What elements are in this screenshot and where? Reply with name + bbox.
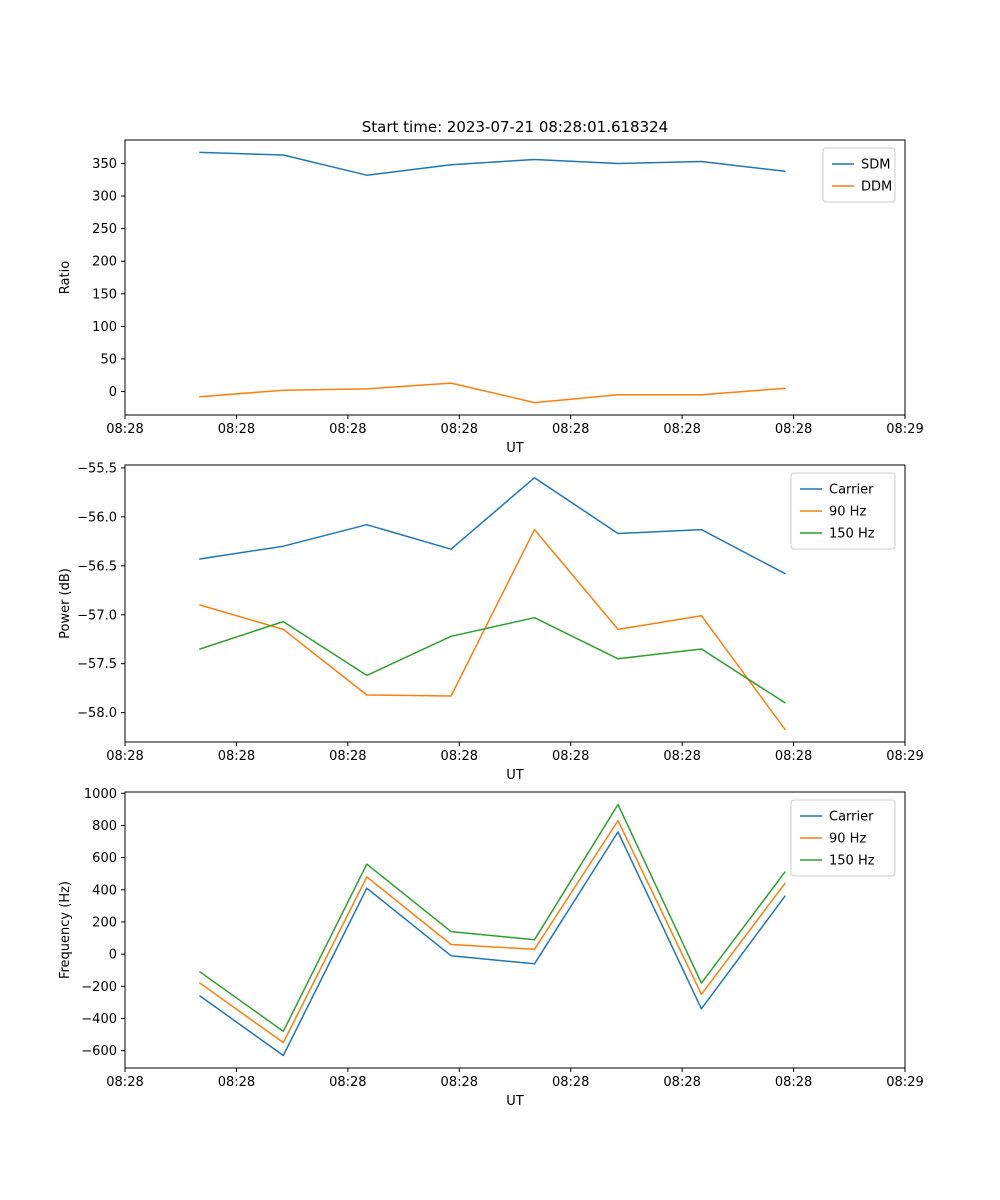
y-tick-label: −57.5: [77, 657, 117, 672]
x-tick-label: 08:28: [218, 749, 255, 764]
legend-box: [790, 799, 896, 877]
x-tick-label: 08:28: [441, 422, 478, 437]
series-line-90-hz: [199, 528, 786, 731]
x-axis-label: UT: [506, 1094, 524, 1109]
x-tick-label: 08:28: [552, 749, 589, 764]
legend-box: [822, 147, 896, 203]
y-tick-label: 300: [92, 190, 117, 205]
x-tick-label: 08:28: [552, 422, 589, 437]
legend-label: 150 Hz: [829, 527, 875, 542]
legend-label: 90 Hz: [829, 505, 866, 520]
y-tick-label: 600: [92, 851, 117, 866]
x-tick-label: 08:29: [886, 422, 923, 437]
y-axis-label: Frequency (Hz): [58, 881, 73, 979]
series-line-ddm: [199, 382, 786, 404]
legend-label: Carrier: [829, 483, 874, 498]
plot-frame: [124, 139, 906, 416]
series-line-150-hz: [199, 803, 786, 1033]
x-tick-label: 08:28: [106, 1075, 143, 1090]
subplot-3: −600 −400 −200 0 200 400 600 800 1000 08:28 08:28 0…: [58, 787, 924, 1109]
figure-title: Start time: 2023-07-21 08:28:01.618324: [361, 118, 669, 136]
x-tick-label: 08:29: [886, 1075, 923, 1090]
y-tick-label: 50: [100, 352, 117, 367]
y-tick-label: 350: [92, 157, 117, 172]
x-tick-label: 08:28: [329, 422, 366, 437]
legend-box: [790, 472, 896, 550]
x-tick-label: 08:28: [663, 1075, 700, 1090]
x-tick-label: 08:28: [441, 749, 478, 764]
x-tick-label: 08:28: [218, 422, 255, 437]
y-tick-label: 1000: [84, 787, 117, 802]
y-tick-label: 200: [92, 915, 117, 930]
x-tick-label: 08:28: [329, 749, 366, 764]
y-tick-label: −55.5: [77, 461, 117, 476]
x-tick-label: 08:28: [106, 422, 143, 437]
plot-frame: [124, 464, 906, 743]
y-tick-label: 0: [109, 385, 117, 400]
y-tick-label: −56.0: [77, 510, 117, 525]
y-tick-label: 250: [92, 222, 117, 237]
x-tick-label: 08:28: [663, 422, 700, 437]
x-tick-label: 08:28: [441, 1075, 478, 1090]
legend-label: 150 Hz: [829, 854, 875, 869]
legend-label: SDM: [861, 158, 890, 173]
y-tick-label: −400: [81, 1012, 117, 1027]
series-line-90-hz: [199, 819, 786, 1044]
y-tick-label: 800: [92, 819, 117, 834]
y-axis-label: Ratio: [58, 261, 73, 294]
legend-label: DDM: [861, 180, 892, 195]
y-tick-label: −600: [81, 1044, 117, 1059]
y-tick-label: 200: [92, 255, 117, 270]
y-tick-label: 0: [109, 948, 117, 963]
x-axis-label: UT: [506, 441, 524, 456]
y-tick-label: −57.0: [77, 608, 117, 623]
series-line-carrier: [199, 831, 786, 1057]
series-line-sdm: [199, 151, 786, 176]
series-line-150-hz: [199, 616, 786, 704]
x-tick-label: 08:28: [329, 1075, 366, 1090]
x-tick-label: 08:28: [775, 749, 812, 764]
y-tick-label: −200: [81, 980, 117, 995]
y-axis-label: Power (dB): [58, 568, 73, 639]
plot-frame: [124, 791, 906, 1069]
y-tick-label: 400: [92, 883, 117, 898]
x-tick-label: 08:28: [775, 422, 812, 437]
x-tick-label: 08:28: [663, 749, 700, 764]
x-tick-label: 08:29: [886, 749, 923, 764]
legend-label: Carrier: [829, 810, 874, 825]
x-tick-label: 08:28: [775, 1075, 812, 1090]
series-line-carrier: [199, 476, 786, 575]
subplot-2: −58.0 −57.5 −57.0 −56.5 −56.0 −55.5 08:28 08:28…: [58, 461, 924, 783]
x-axis-label: UT: [506, 768, 524, 783]
x-tick-label: 08:28: [106, 749, 143, 764]
subplot-1: 0 50 100 150 200 250 300 350 08:28 08:28 08:28 08:2…: [58, 139, 924, 456]
legend-label: 90 Hz: [829, 832, 866, 847]
y-tick-label: 150: [92, 287, 117, 302]
x-tick-label: 08:28: [218, 1075, 255, 1090]
x-tick-label: 08:28: [552, 1075, 589, 1090]
y-tick-label: −58.0: [77, 706, 117, 721]
y-tick-label: −56.5: [77, 559, 117, 574]
y-tick-label: 100: [92, 320, 117, 335]
